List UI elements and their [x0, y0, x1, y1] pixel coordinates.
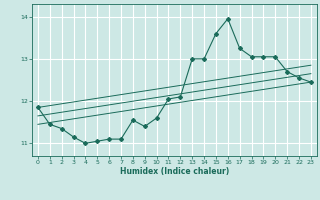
X-axis label: Humidex (Indice chaleur): Humidex (Indice chaleur) [120, 167, 229, 176]
